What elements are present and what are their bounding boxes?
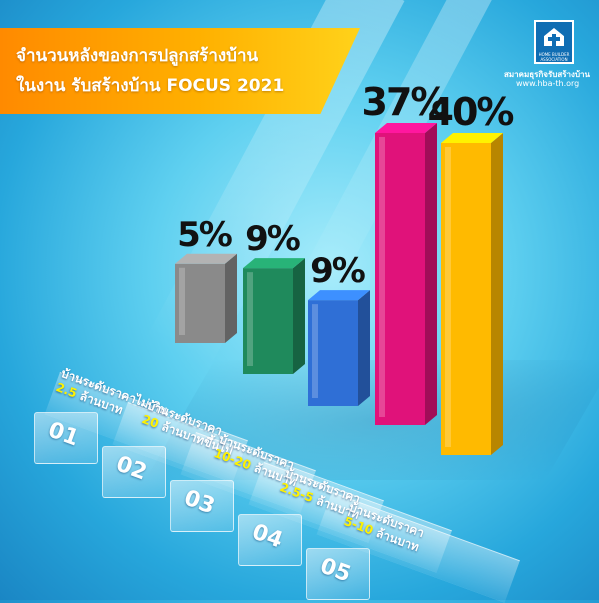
data-label-1: 5% — [177, 215, 232, 255]
bar-5-side — [491, 133, 503, 455]
bar-4-shine — [379, 136, 385, 417]
data-label-5: 40% — [428, 90, 514, 134]
bar-4 — [375, 122, 437, 425]
step-tile-2 — [102, 446, 166, 498]
bar-5-top — [441, 133, 503, 143]
bar-4-side — [425, 122, 437, 425]
bar-5-front — [441, 143, 491, 455]
bar-1-front — [175, 263, 225, 343]
data-label-3: 9% — [310, 251, 365, 291]
bar-1-shine — [179, 267, 185, 335]
step-tile-3 — [170, 480, 234, 532]
bar-2-front — [243, 268, 293, 374]
data-label-2: 9% — [245, 219, 300, 259]
bar-2-side — [293, 258, 305, 374]
bar-5 — [441, 133, 503, 455]
bar-2-top — [243, 258, 305, 269]
step-tile-4 — [238, 514, 302, 566]
bar-4-front — [375, 132, 425, 425]
bar-2-shine — [247, 272, 253, 366]
bar-2 — [243, 258, 305, 374]
bar-5-shine — [445, 147, 451, 447]
bar-1-side — [225, 253, 237, 343]
page-title-line2: ในงาน รับสร้างบ้าน FOCUS 2021 — [16, 76, 285, 96]
bar-3 — [308, 290, 370, 406]
bar-3-top — [308, 290, 370, 301]
page-title-line1: จำนวนหลังของการปลูกสร้างบ้าน — [16, 46, 259, 66]
bar-3-side — [358, 290, 370, 406]
bar-1 — [175, 253, 237, 343]
data-label-4: 37% — [362, 80, 448, 124]
org-url: www.hba-th.org — [516, 79, 580, 88]
bar-1-top — [175, 253, 237, 264]
step-tile-1 — [34, 412, 98, 464]
bar-3-front — [308, 300, 358, 406]
logo-emblem-text: HOME BUILDER ASSOCIATION — [538, 52, 570, 62]
title-banner: จำนวนหลังของการปลูกสร้างบ้าน ในงาน รับสร… — [0, 28, 360, 114]
step-tile-5 — [306, 548, 370, 600]
bar-4-top — [375, 122, 437, 133]
bar-3-shine — [312, 304, 318, 398]
association-logo: HOME BUILDER ASSOCIATION — [534, 20, 574, 64]
org-name: สมาคมธุรกิจรับสร้างบ้าน — [504, 70, 590, 79]
